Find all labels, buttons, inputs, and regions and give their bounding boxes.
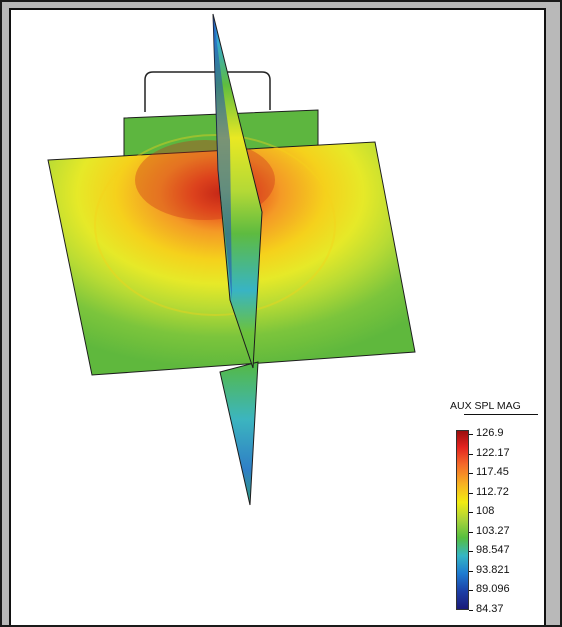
background-strip-left	[2, 218, 9, 625]
legend-tick-label: 84.37	[476, 603, 504, 615]
color-legend: AUX SPL MAG 126.9 122.17 117.45 112.72 108 10…	[440, 396, 550, 621]
background-block-left	[2, 8, 9, 218]
vertical-plane-lower	[219, 361, 259, 506]
legend-tick-label: 108	[476, 505, 495, 518]
legend-tick-label: 98.547	[476, 544, 510, 557]
vertical-plane-blade-shadow	[213, 14, 232, 300]
cabinet-outline	[144, 71, 271, 112]
legend-tick-label: 122.17	[476, 446, 510, 459]
legend-tick-label: 89.096	[476, 583, 510, 596]
legend-title-underline	[464, 414, 538, 415]
legend-tick-label: 103.27	[476, 524, 510, 537]
legend-tick	[469, 492, 473, 494]
legend-tick	[469, 473, 473, 475]
legend-tick	[469, 551, 473, 553]
legend-tick	[469, 531, 473, 533]
legend-tick-label: 117.45	[476, 466, 509, 479]
background-strip-top	[2, 2, 560, 8]
legend-tick	[469, 610, 473, 611]
legend-tick-label: 93.821	[476, 563, 510, 576]
legend-tick	[469, 512, 473, 514]
legend-tick-label: 126.9	[476, 427, 504, 439]
contour-ring	[94, 134, 336, 316]
legend-title: AUX SPL MAG	[450, 400, 521, 412]
legend-tick	[469, 570, 473, 572]
legend-tick	[469, 434, 473, 435]
legend-tick	[469, 590, 473, 592]
legend-color-bar	[456, 430, 469, 610]
legend-tick-label: 112.72	[476, 485, 509, 498]
legend-tick	[469, 453, 473, 455]
background-strip-right	[546, 2, 560, 625]
